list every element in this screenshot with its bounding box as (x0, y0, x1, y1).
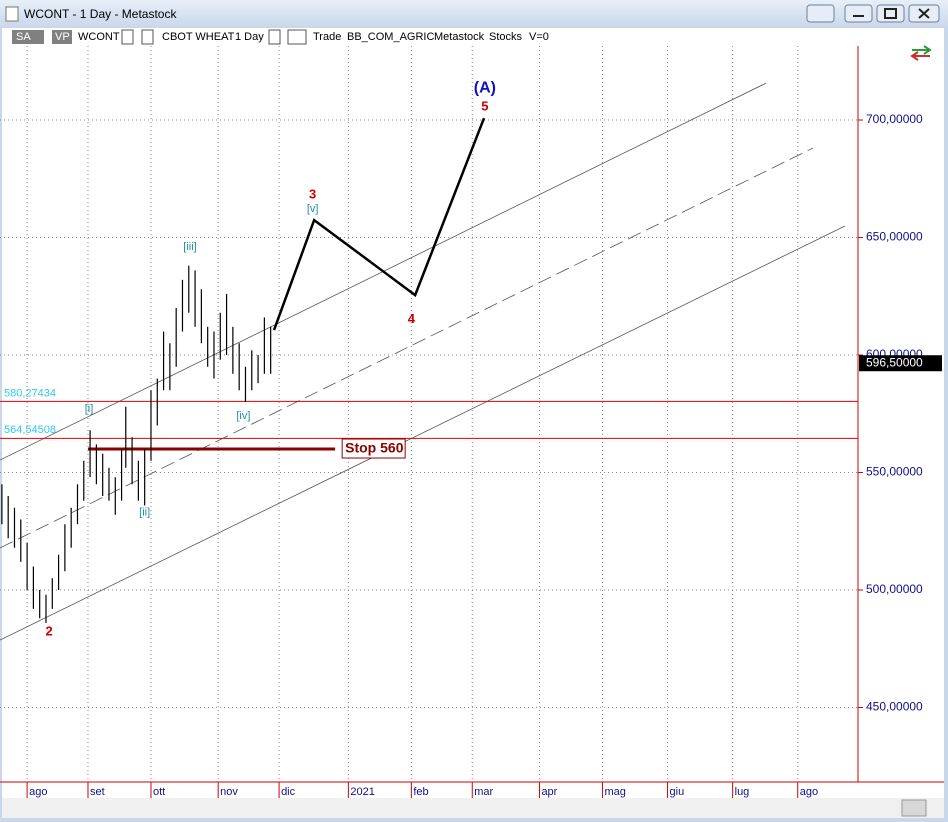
dropdown[interactable] (121, 29, 134, 45)
channel-line (0, 147, 814, 549)
wave-label: [iv] (236, 410, 250, 422)
x-tick-label: set (90, 786, 105, 798)
restore-child-button[interactable] (806, 4, 835, 23)
plot (0, 46, 858, 782)
maximize-button[interactable] (876, 4, 905, 23)
scrollbar-thumb[interactable] (901, 799, 927, 817)
maximize-icon (884, 8, 897, 19)
x-tick-label: apr (541, 786, 557, 798)
x-tick-label: ago (800, 786, 818, 798)
window-title: WCONT - 1 Day - Metastock (24, 7, 177, 21)
toolbar-item: BB_COM_AGRIC (347, 31, 434, 43)
toolbar-item: SA (16, 31, 31, 43)
toolbar-item: V=0 (529, 31, 549, 43)
toolbar-item: Stocks (489, 31, 523, 43)
minimize-button[interactable] (844, 4, 873, 23)
last-price-label: 596,50000 (866, 355, 923, 369)
y-tick-label: 550,00000 (866, 465, 923, 479)
scrollbar[interactable] (2, 798, 944, 818)
x-tick-label: ago (29, 786, 47, 798)
x-tick-label: lug (735, 786, 750, 798)
dropdown[interactable] (268, 29, 281, 45)
wave-label: [ii] (139, 506, 150, 518)
axes: 450,00000500,00000550,00000600,00000650,… (4, 79, 942, 798)
toolbar-item: CBOT WHEAT (162, 31, 235, 43)
title-bar (0, 0, 948, 28)
wave-label: [i] (85, 403, 94, 415)
y-tick-label: 450,00000 (866, 700, 923, 714)
chart-area (2, 28, 944, 818)
x-tick-label: feb (413, 786, 428, 798)
x-tick-label: nov (220, 786, 238, 798)
channel-line (0, 225, 846, 641)
wave-label: [v] (307, 203, 319, 215)
wave-label: 2 (46, 624, 53, 639)
y-tick-label: 650,00000 (866, 230, 923, 244)
toolbar-item: VP (55, 31, 70, 43)
wave-label: 4 (408, 311, 416, 326)
level-label: 580,27434 (4, 387, 56, 399)
toolbar-item: 1 Day (235, 31, 264, 43)
window-controls (806, 4, 940, 23)
x-tick-label: 2021 (350, 786, 374, 798)
wave-label: 3 (309, 187, 316, 202)
last-price-box (859, 355, 942, 372)
toolbar-item: Trade (313, 31, 341, 43)
x-tick-label: giu (670, 786, 685, 798)
arrow-icon (912, 45, 932, 55)
arrow-icon (910, 51, 930, 61)
dropdown[interactable] (141, 29, 154, 45)
y-tick-label: 500,00000 (866, 582, 923, 596)
x-tick-label: mar (474, 786, 493, 798)
level-label: 564,54508 (4, 424, 56, 436)
toolbar: SA VP WCONT CBOT WHEAT 1 Day Trade BB_COM_AGRI… (12, 29, 549, 45)
wave-label: (A) (474, 79, 496, 96)
x-tick-label: mag (604, 786, 625, 798)
toolbar-icon (910, 45, 932, 61)
stop-label-box (341, 438, 406, 459)
dropdown[interactable] (287, 29, 307, 45)
vp-button[interactable] (52, 30, 72, 44)
x-tick-label: dic (281, 786, 296, 798)
stop-label: Stop 560 (345, 440, 404, 456)
toolbar-item: WCONT (78, 31, 120, 43)
projection-path (272, 117, 486, 331)
close-icon (918, 8, 930, 19)
app-icon (5, 6, 19, 22)
x-tick-label: ott (153, 786, 165, 798)
wave-label: [iii] (183, 241, 196, 253)
wave-label: 5 (481, 99, 488, 114)
y-tick-label: 700,00000 (866, 112, 923, 126)
toolbar-item: Metastock (434, 31, 485, 43)
sa-button[interactable] (12, 30, 44, 44)
